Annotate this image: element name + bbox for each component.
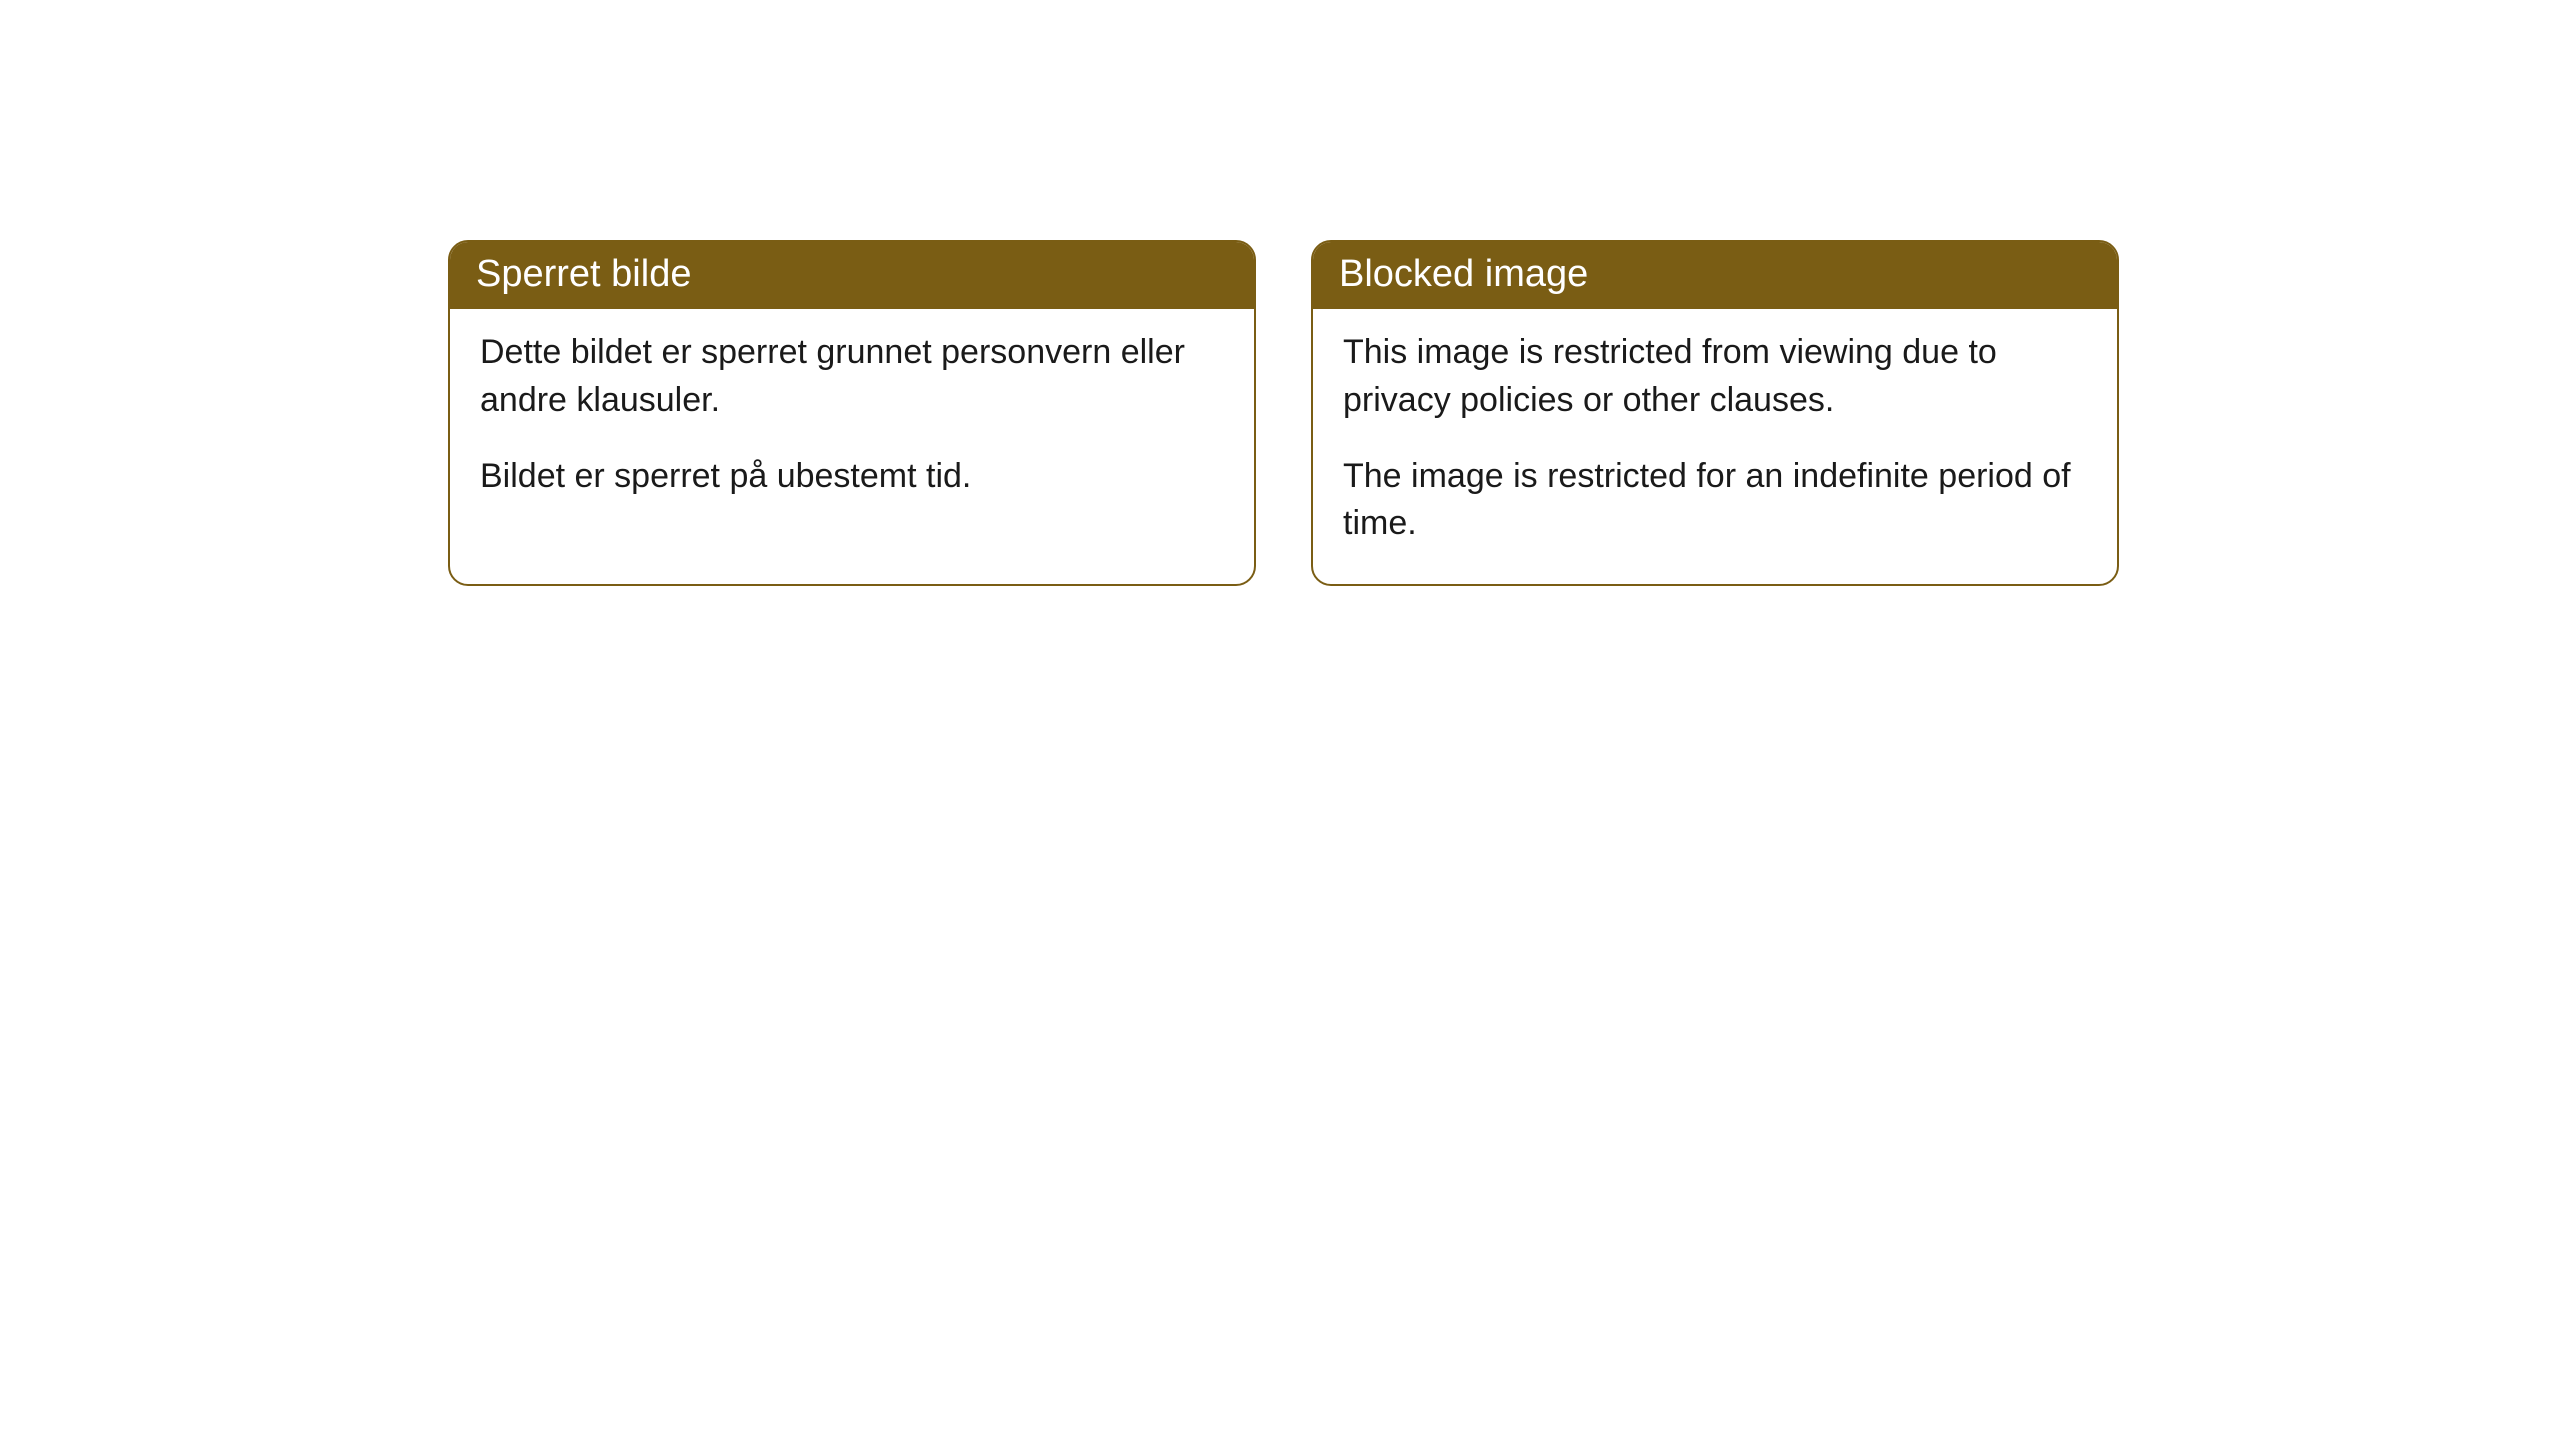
notice-text-para1: This image is restricted from viewing du…	[1343, 329, 2087, 424]
notice-card-norwegian: Sperret bilde Dette bildet er sperret gr…	[448, 240, 1256, 586]
notice-title-english: Blocked image	[1313, 242, 2117, 309]
notice-text-para2: Bildet er sperret på ubestemt tid.	[480, 453, 1224, 501]
notice-text-para1: Dette bildet er sperret grunnet personve…	[480, 329, 1224, 424]
notice-body-english: This image is restricted from viewing du…	[1313, 309, 2117, 583]
notice-text-para2: The image is restricted for an indefinit…	[1343, 453, 2087, 548]
notice-card-english: Blocked image This image is restricted f…	[1311, 240, 2119, 586]
notice-body-norwegian: Dette bildet er sperret grunnet personve…	[450, 309, 1254, 536]
notice-title-norwegian: Sperret bilde	[450, 242, 1254, 309]
notice-container: Sperret bilde Dette bildet er sperret gr…	[448, 240, 2119, 586]
